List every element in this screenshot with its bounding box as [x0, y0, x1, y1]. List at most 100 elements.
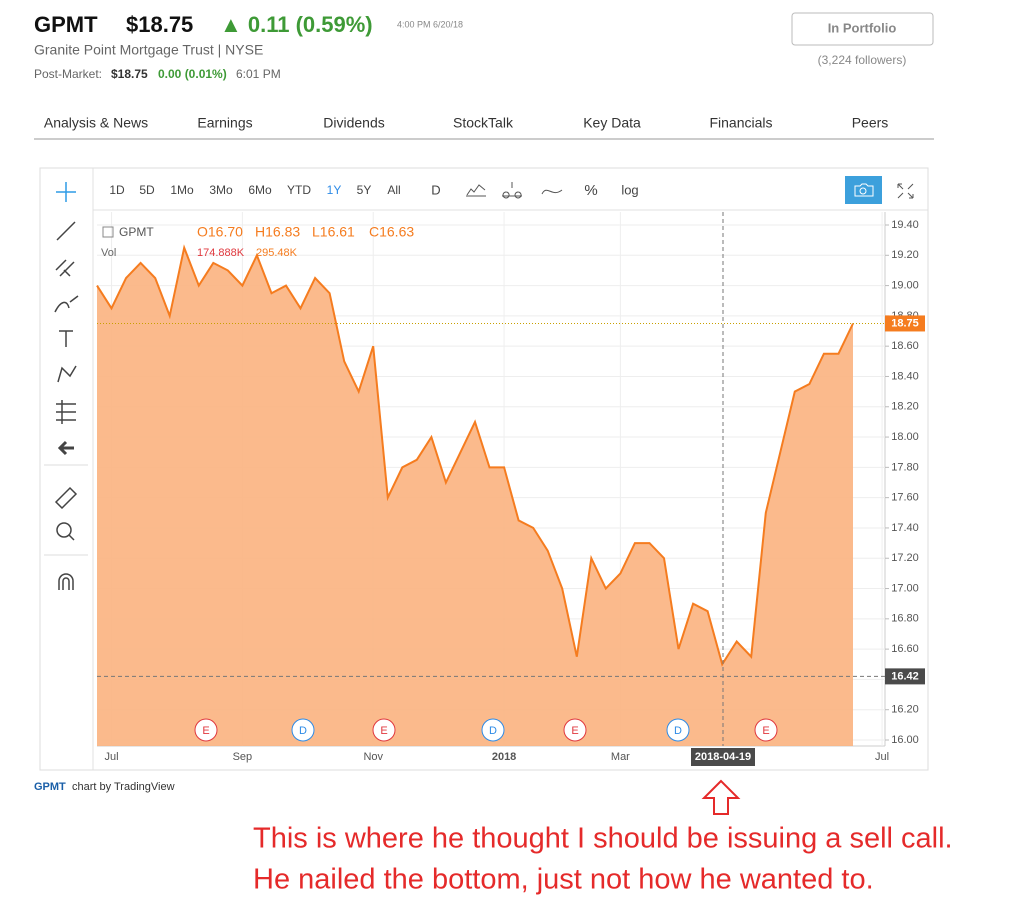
- portfolio-button-label[interactable]: In Portfolio: [828, 20, 897, 35]
- legend-collapse[interactable]: [102, 226, 114, 238]
- legend-ohlc: C16.63: [369, 224, 414, 240]
- text-tool[interactable]: [59, 330, 73, 347]
- y-tick-label: 16.20: [891, 704, 919, 716]
- y-tick-label: 19.20: [891, 249, 919, 261]
- range-button[interactable]: 1Y: [327, 183, 342, 197]
- post-market-label: Post-Market:: [34, 67, 102, 81]
- crosshair-price-label: 16.42: [891, 670, 919, 682]
- trend-line-tool[interactable]: [56, 221, 76, 241]
- last-price-box: [885, 315, 925, 332]
- y-tick-label: 17.00: [891, 582, 919, 594]
- event-marker[interactable]: [563, 718, 587, 742]
- range-button[interactable]: 3Mo: [209, 183, 233, 197]
- fullscreen-button[interactable]: [897, 183, 914, 199]
- event-label[interactable]: E: [380, 725, 387, 737]
- area: [97, 247, 853, 746]
- snapshot-icon: [854, 183, 874, 197]
- portfolio-button[interactable]: [791, 12, 934, 46]
- x-tick-label: Mar: [611, 751, 630, 763]
- legend-ohlc: L16.61: [312, 224, 355, 240]
- y-tick-label: 19.00: [891, 279, 919, 291]
- company: Granite Point Mortgage Trust | NYSE: [34, 42, 263, 58]
- price-line: [96, 244, 854, 667]
- tab[interactable]: StockTalk: [453, 115, 514, 131]
- range-button[interactable]: 1D: [109, 183, 125, 197]
- x-tick-label: Jul: [105, 751, 119, 763]
- crosshair-date-box: [691, 748, 755, 766]
- y-tick-label: 17.80: [891, 461, 919, 473]
- snapshot-button[interactable]: [845, 176, 882, 204]
- footer-text: chart by TradingView: [72, 781, 175, 793]
- tab[interactable]: Dividends: [323, 115, 384, 131]
- range-button[interactable]: 1Mo: [170, 183, 194, 197]
- event-label[interactable]: D: [299, 725, 307, 737]
- symbol: GPMT: [34, 12, 98, 37]
- y-tick-label: 17.60: [891, 492, 919, 504]
- legend-symbol: GPMT: [119, 225, 154, 239]
- log-button[interactable]: log: [621, 182, 638, 197]
- crosshair-tool[interactable]: [56, 182, 76, 202]
- chart-style-button[interactable]: [466, 184, 486, 197]
- annotation-line: This is where he thought I should be iss…: [253, 823, 953, 855]
- percent-button[interactable]: %: [584, 182, 597, 199]
- zoom-tool[interactable]: [56, 522, 72, 538]
- drawing-tools: [54, 182, 79, 590]
- annotation-line: He nailed the bottom, just not how he wa…: [253, 864, 874, 896]
- measure-tool[interactable]: [54, 486, 78, 510]
- tab[interactable]: Peers: [852, 115, 889, 131]
- event-marker[interactable]: [372, 718, 396, 742]
- range-button[interactable]: All: [387, 183, 400, 197]
- quote-time: 4:00 PM 6/20/18: [397, 19, 463, 29]
- pitchfork-tool[interactable]: [55, 259, 75, 277]
- event-label[interactable]: D: [674, 725, 682, 737]
- event-label[interactable]: E: [571, 725, 578, 737]
- pattern-tool[interactable]: [57, 365, 77, 383]
- y-tick-label: 17.40: [891, 522, 919, 534]
- compare-button[interactable]: [541, 189, 563, 195]
- x-tick-label: Nov: [363, 751, 383, 763]
- event-marker[interactable]: [194, 718, 218, 742]
- range-button[interactable]: YTD: [287, 183, 311, 197]
- interval-button[interactable]: D: [431, 182, 440, 197]
- event-marker[interactable]: [754, 718, 778, 742]
- tab[interactable]: Key Data: [583, 115, 641, 131]
- range-button[interactable]: 5Y: [357, 183, 372, 197]
- snapshot-icon: [859, 187, 867, 195]
- legend-ohlc: H16.83: [255, 224, 300, 240]
- event-marker[interactable]: [291, 718, 315, 742]
- remove-tool[interactable]: [57, 440, 74, 456]
- crosshair-date-label: 2018-04-19: [695, 751, 751, 763]
- crosshair-price-box: [885, 668, 925, 685]
- range-button[interactable]: 6Mo: [248, 183, 272, 197]
- last-price-label: 18.75: [891, 317, 919, 329]
- legend-volume-value: 174.888K: [197, 247, 245, 259]
- brush-tool[interactable]: [54, 295, 79, 313]
- legend-volume: Vol: [101, 247, 116, 259]
- y-tick-label: 16.80: [891, 613, 919, 625]
- y-tick-label: 17.20: [891, 552, 919, 564]
- x-tick-label: Jul: [875, 751, 889, 763]
- indicators-button[interactable]: [502, 182, 522, 199]
- event-label[interactable]: E: [762, 725, 769, 737]
- range-button[interactable]: 5D: [139, 183, 155, 197]
- event-marker[interactable]: [481, 718, 505, 742]
- y-tick-label: 19.40: [891, 219, 919, 231]
- post-market-time: 6:01 PM: [236, 67, 281, 81]
- event-marker[interactable]: [666, 718, 690, 742]
- y-tick-label: 16.60: [891, 643, 919, 655]
- event-label[interactable]: D: [489, 725, 497, 737]
- tab[interactable]: Financials: [709, 115, 772, 131]
- y-tick-label: 18.60: [891, 340, 919, 352]
- tab[interactable]: Analysis & News: [44, 115, 148, 131]
- footer-symbol[interactable]: GPMT: [34, 781, 66, 793]
- magnet-tool[interactable]: [58, 573, 74, 590]
- y-tick-label: 16.00: [891, 734, 919, 746]
- prediction-tool[interactable]: [56, 400, 76, 424]
- tab[interactable]: Earnings: [197, 115, 252, 131]
- zoom-tool-handle[interactable]: [68, 534, 75, 541]
- event-label[interactable]: E: [202, 725, 209, 737]
- legend-volume-ma: 295.48K: [256, 247, 298, 259]
- y-tick-label: 18.20: [891, 401, 919, 413]
